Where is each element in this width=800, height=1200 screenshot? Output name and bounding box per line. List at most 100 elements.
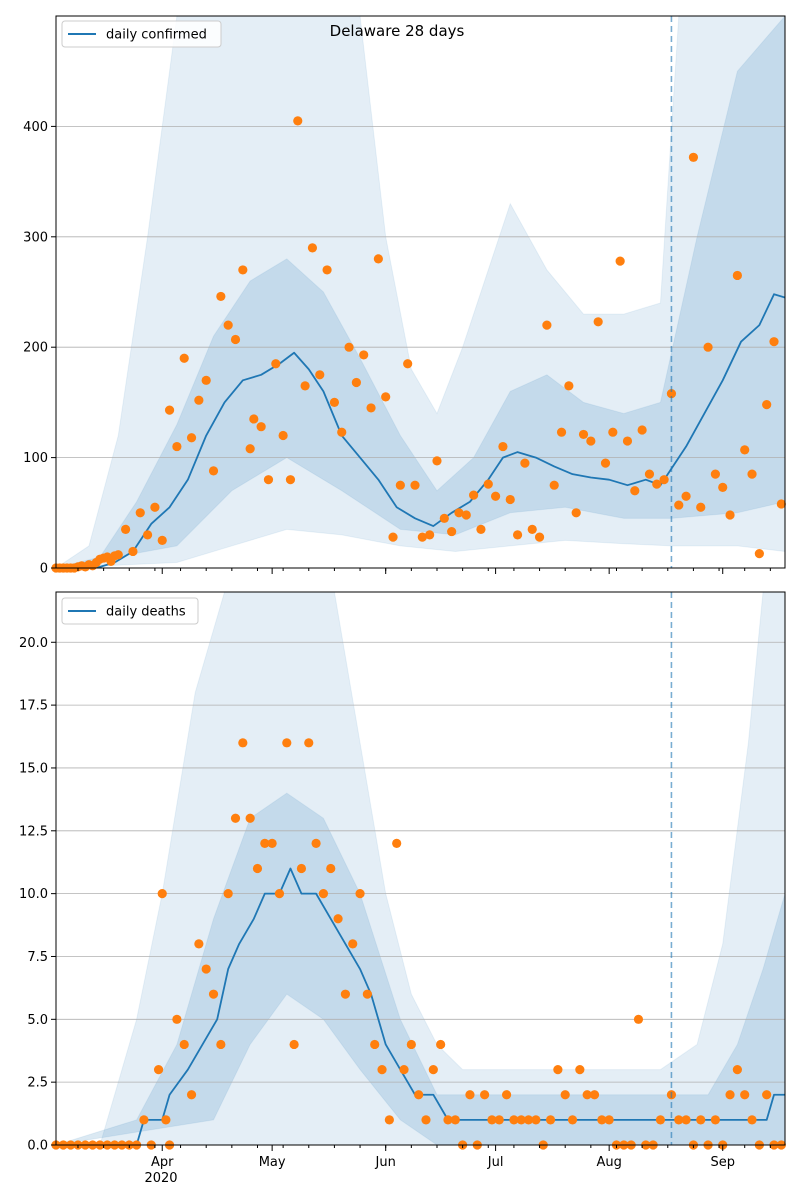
data-point [223,320,233,330]
data-point [428,1064,438,1075]
data-point [432,456,442,466]
data-point [157,535,167,546]
confirmed-y-ticks: 0 100 200 300 400 [23,120,56,577]
data-point [164,405,175,415]
data-point [747,1115,757,1125]
data-point [311,838,321,848]
data-point [161,1115,171,1125]
data-point [344,342,354,352]
data-point [567,1115,578,1125]
data-point [622,436,633,446]
data-point [615,256,625,266]
data-point [362,989,372,999]
data-point [740,1090,750,1100]
data-point [260,838,270,848]
data-point [674,500,684,510]
data-point [710,469,720,479]
data-point [425,530,435,540]
data-point [527,524,537,534]
data-point [271,359,281,369]
data-point [637,425,647,435]
data-point [355,889,365,899]
data-point [655,1115,666,1125]
data-point [578,429,589,440]
data-point [337,427,347,437]
data-point [604,1115,614,1125]
data-point [696,502,706,512]
data-point [487,1115,497,1125]
data-point [113,550,123,560]
data-point [307,243,318,253]
data-point [556,427,567,437]
deaths-y-ticks: 0.0 2.5 5.0 7.5 10.0 12.5 15.0 17.5 20.0 [19,636,56,1154]
data-point [340,989,351,999]
data-point [553,1064,563,1075]
data-point [443,1115,453,1125]
deaths-panel: 0.0 2.5 5.0 7.5 10.0 12.5 15.0 17.5 20.0 Apr May J… [19,591,786,1186]
data-point [194,939,204,949]
data-point [509,1115,519,1125]
data-point [560,1090,570,1100]
data-point [762,1090,772,1100]
y-tick-label: 10.0 [19,887,48,902]
data-point [740,445,750,455]
data-point [201,375,211,385]
data-point [208,466,219,476]
data-point [121,524,131,534]
data-point [351,377,361,388]
y-tick-label: 0.0 [27,1139,48,1154]
data-point [348,939,358,949]
data-point [172,1014,182,1024]
data-point [322,265,332,275]
data-point [223,889,233,899]
axes-frame [55,15,786,569]
x-tick-label: Jul [487,1155,504,1170]
data-point [710,1115,720,1125]
data-point [230,334,241,345]
data-point [403,359,413,369]
data-point [359,350,369,360]
data-point [762,400,772,410]
data-point [410,480,420,490]
data-point [582,1090,592,1100]
data-point [494,1115,504,1125]
confirmed-frame [55,15,786,569]
data-point [754,549,764,559]
data-point [392,838,402,848]
data-point [139,1115,149,1125]
data-point [732,1064,742,1075]
data-point [498,441,508,452]
data-point [304,738,314,748]
data-point [406,1039,416,1050]
data-point [461,510,471,520]
data-point [186,1090,197,1100]
y-tick-label: 200 [23,341,48,356]
confirmed-bands [56,16,785,568]
data-point [194,395,204,405]
data-point [274,889,285,899]
data-point [542,320,552,330]
data-point [549,480,559,490]
y-tick-label: 2.5 [27,1076,48,1091]
data-point [329,397,340,407]
y-tick-label: 17.5 [19,699,48,714]
data-point [597,1115,607,1125]
data-point [469,490,479,500]
data-point [688,152,699,162]
deaths-legend: daily deaths [61,597,199,625]
legend-box [61,597,199,625]
axes-frame [55,591,786,1146]
data-point [505,494,515,505]
confirmed-legend: daily confirmed [61,20,222,48]
data-point [696,1115,706,1125]
data-point [300,381,310,391]
data-point [534,532,545,542]
data-point [289,1039,299,1050]
data-point [142,530,153,540]
data-point [172,441,182,452]
data-point [575,1064,585,1075]
data-point [395,480,405,490]
data-point [278,430,288,441]
data-point [681,1115,691,1125]
data-point [249,414,259,424]
